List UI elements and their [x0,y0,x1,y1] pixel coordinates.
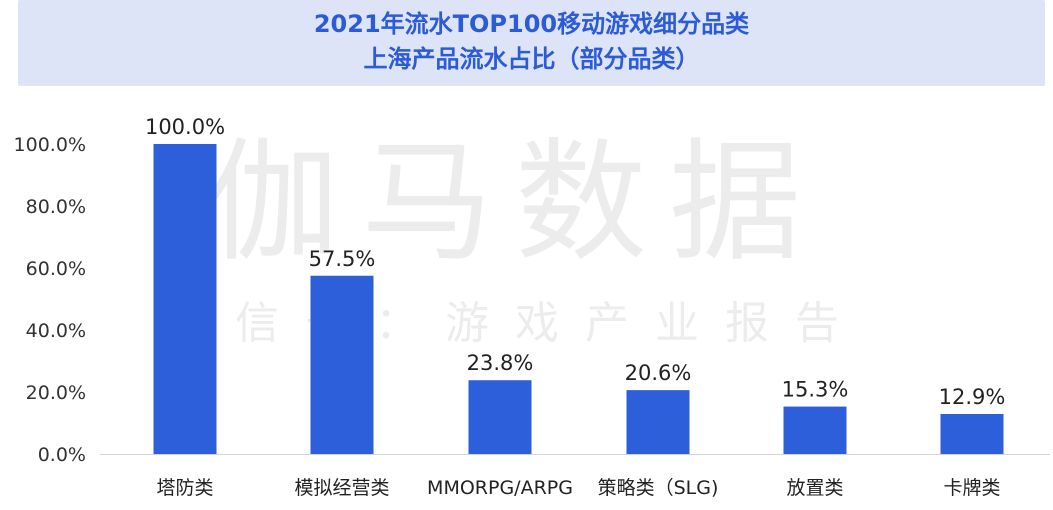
y-tick-label: 20.0% [26,382,86,404]
data-label: 57.5% [309,247,376,271]
x-tick-label: MMORPG/ARPG [427,477,573,499]
x-tick-label: 卡牌类 [943,477,1000,499]
data-label: 15.3% [782,378,849,402]
data-label: 100.0% [145,115,225,139]
bar [310,275,374,454]
title-banner: 2021年流水TOP100移动游戏细分品类 上海产品流水占比（部分品类） [18,0,1045,86]
x-tick-label: 放置类 [786,477,843,499]
chart-subtitle: 上海产品流水占比（部分品类） [363,45,700,73]
x-tick-label: 模拟经营类 [294,477,389,499]
bar [153,144,217,454]
y-tick-label: 100.0% [14,134,86,156]
bar [468,380,532,454]
y-tick-label: 60.0% [26,258,86,280]
y-tick-label: 40.0% [26,320,86,342]
y-tick-label: 0.0% [38,444,86,466]
bar [783,406,847,454]
data-label: 20.6% [625,361,692,385]
data-label: 23.8% [467,351,534,375]
x-tick-label: 策略类（SLG) [598,477,719,499]
x-tick-label: 塔防类 [156,477,213,499]
data-label: 12.9% [939,385,1006,409]
bar [940,414,1004,454]
chart-title: 2021年流水TOP100移动游戏细分品类 [313,10,750,38]
y-tick-label: 80.0% [26,196,86,218]
bar [626,390,690,454]
